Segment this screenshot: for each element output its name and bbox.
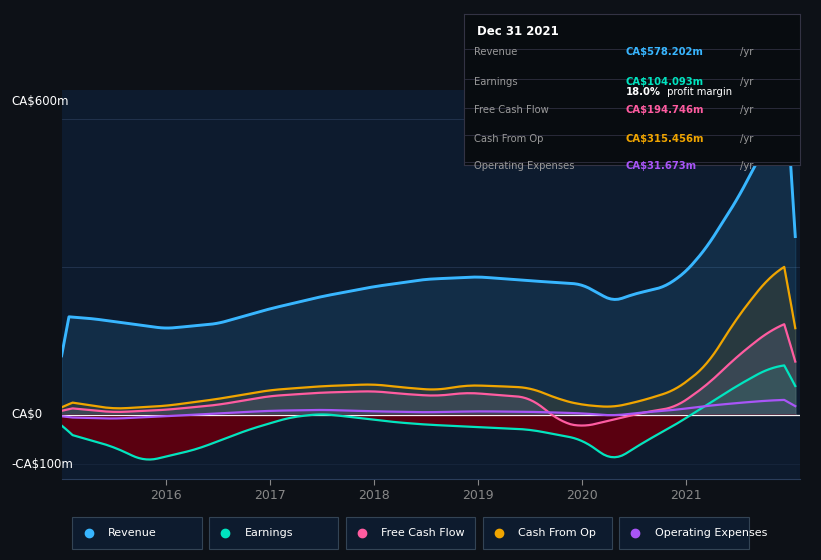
FancyBboxPatch shape (72, 517, 202, 549)
Text: 18.0%: 18.0% (626, 87, 660, 96)
FancyBboxPatch shape (619, 517, 749, 549)
Text: CA$578.202m: CA$578.202m (626, 46, 704, 57)
FancyBboxPatch shape (346, 517, 475, 549)
Text: CA$315.456m: CA$315.456m (626, 134, 704, 144)
FancyBboxPatch shape (483, 517, 612, 549)
Text: CA$600m: CA$600m (11, 95, 69, 108)
Text: /yr: /yr (740, 161, 753, 171)
Text: profit margin: profit margin (664, 87, 732, 96)
Text: Free Cash Flow: Free Cash Flow (381, 529, 465, 538)
Text: Operating Expenses: Operating Expenses (474, 161, 575, 171)
Text: /yr: /yr (740, 46, 753, 57)
Text: Cash From Op: Cash From Op (474, 134, 544, 144)
Text: Free Cash Flow: Free Cash Flow (474, 105, 548, 115)
Text: CA$0: CA$0 (11, 408, 43, 421)
Text: /yr: /yr (740, 134, 753, 144)
Text: /yr: /yr (740, 77, 753, 87)
Text: CA$31.673m: CA$31.673m (626, 161, 696, 171)
Text: Operating Expenses: Operating Expenses (654, 529, 767, 538)
Text: CA$104.093m: CA$104.093m (626, 77, 704, 87)
Text: Dec 31 2021: Dec 31 2021 (477, 25, 559, 38)
Text: Revenue: Revenue (474, 46, 517, 57)
Text: Cash From Op: Cash From Op (518, 529, 596, 538)
Text: Earnings: Earnings (474, 77, 517, 87)
Text: Earnings: Earnings (245, 529, 293, 538)
FancyBboxPatch shape (209, 517, 338, 549)
Text: Revenue: Revenue (108, 529, 157, 538)
Text: /yr: /yr (740, 105, 753, 115)
Text: -CA$100m: -CA$100m (11, 458, 73, 470)
Text: CA$194.746m: CA$194.746m (626, 105, 704, 115)
